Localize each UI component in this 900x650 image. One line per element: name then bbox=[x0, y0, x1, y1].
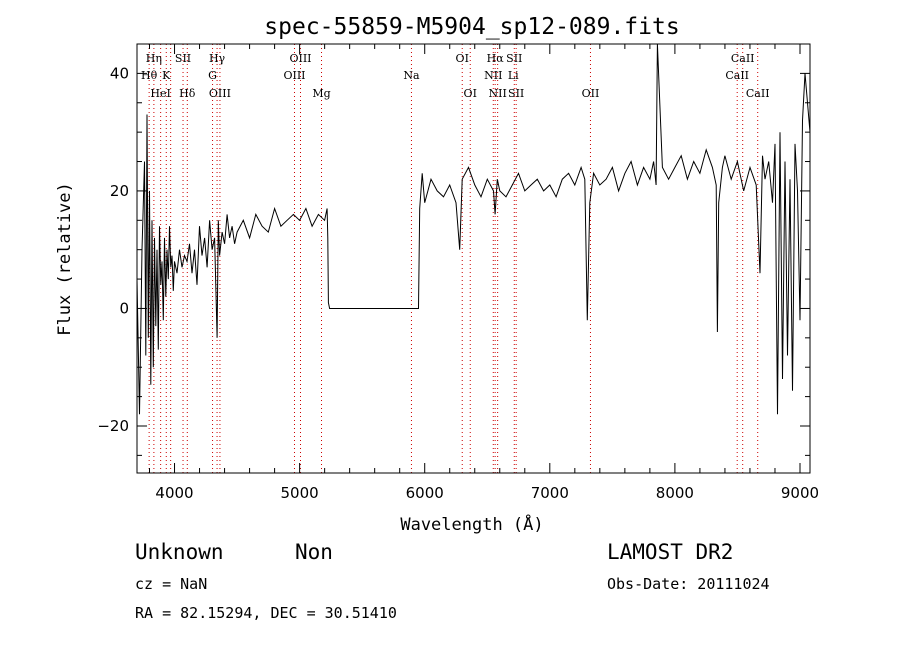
line-label: OI bbox=[464, 87, 477, 100]
line-label: SII bbox=[175, 52, 191, 65]
y-axis-label: Flux (relative) bbox=[55, 182, 75, 336]
x-tick-label: 9000 bbox=[781, 484, 819, 502]
line-label: OI bbox=[456, 52, 469, 65]
obs-date-text: Obs-Date: 20111024 bbox=[607, 575, 770, 593]
line-label: OIII bbox=[289, 52, 311, 65]
line-label: Hη bbox=[146, 52, 162, 65]
redshift-text: cz = NaN bbox=[135, 575, 208, 593]
spectrum-series bbox=[136, 43, 811, 415]
line-label: Na bbox=[403, 69, 420, 82]
subclass-label: Non bbox=[295, 540, 333, 564]
spectrum-line bbox=[136, 43, 811, 415]
survey-label: LAMOST DR2 bbox=[607, 540, 734, 564]
line-label: NII bbox=[484, 69, 502, 82]
x-tick-label: 5000 bbox=[281, 484, 319, 502]
line-label: CaII bbox=[725, 69, 749, 82]
emission-line-markers bbox=[148, 44, 759, 473]
line-label: Mg bbox=[312, 87, 330, 100]
line-label: OII bbox=[582, 87, 600, 100]
x-tick-label: 8000 bbox=[656, 484, 694, 502]
y-axis-ticks: −20 0 20 40 bbox=[97, 43, 810, 456]
line-label: Li bbox=[508, 69, 519, 82]
x-tick-label: 6000 bbox=[406, 484, 444, 502]
line-label: OIII bbox=[283, 69, 305, 82]
line-label: Hγ bbox=[209, 52, 226, 65]
line-label: Hθ bbox=[141, 69, 158, 82]
line-label: CaII bbox=[731, 52, 755, 65]
line-label: OIII bbox=[209, 87, 231, 100]
line-label: K bbox=[162, 69, 171, 82]
line-label: SII bbox=[506, 52, 522, 65]
line-label: SII bbox=[508, 87, 524, 100]
x-tick-label: 7000 bbox=[531, 484, 569, 502]
line-label: Hα bbox=[487, 52, 505, 65]
y-tick-label: −20 bbox=[97, 417, 129, 435]
chart-title: spec-55859-M5904_sp12-089.fits bbox=[264, 14, 679, 40]
plot-frame bbox=[136, 43, 811, 474]
line-label: NII bbox=[488, 87, 506, 100]
x-axis-ticks: 4000 5000 6000 7000 8000 9000 bbox=[149, 44, 819, 502]
line-label: CaII bbox=[746, 87, 770, 100]
y-tick-label: 40 bbox=[110, 64, 129, 82]
x-axis-label: Wavelength (Å) bbox=[400, 513, 543, 535]
line-label: HeI bbox=[150, 87, 170, 100]
coordinates-text: RA = 82.15294, DEC = 30.51410 bbox=[135, 604, 397, 622]
line-label: Hδ bbox=[179, 87, 196, 100]
x-tick-label: 4000 bbox=[155, 484, 193, 502]
y-tick-label: 20 bbox=[110, 182, 129, 200]
class-label: Unknown bbox=[135, 540, 224, 564]
y-tick-label: 0 bbox=[119, 299, 129, 317]
line-label: G bbox=[208, 69, 217, 82]
